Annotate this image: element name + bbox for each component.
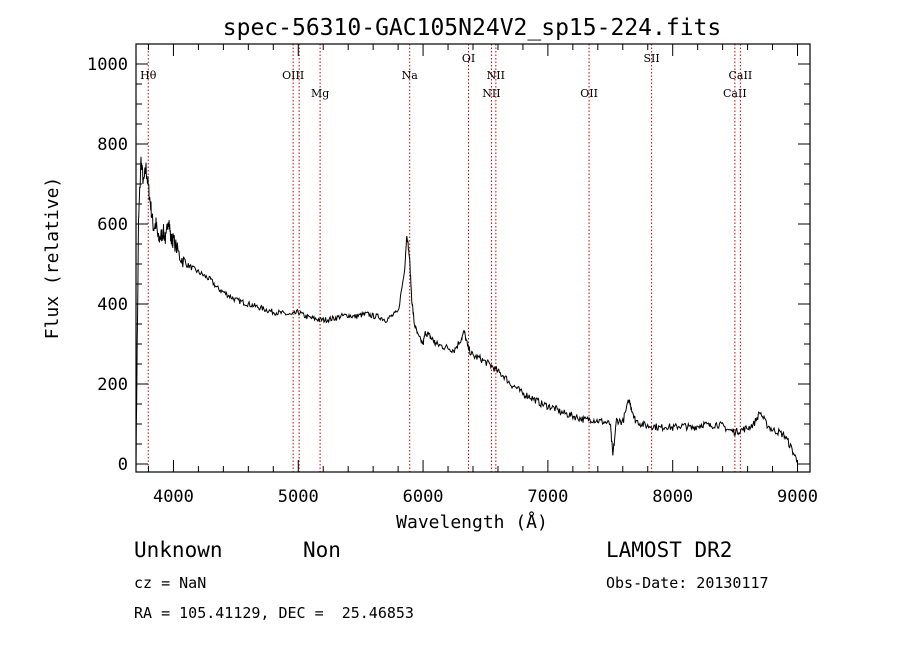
line-label-3: Mg <box>311 87 329 100</box>
line-label-8: OII <box>580 87 598 100</box>
object-class: Unknown <box>134 538 223 562</box>
line-label-9: SII <box>643 52 659 65</box>
y-axis-label: Flux (relative) <box>42 177 63 340</box>
x-tick-label-3: 7000 <box>527 487 568 507</box>
y-tick-label-4: 800 <box>97 135 128 155</box>
x-tick-label-0: 4000 <box>153 487 194 507</box>
survey-name: LAMOST DR2 <box>606 538 733 562</box>
chart-title: spec-56310-GAC105N24V2_sp15-224.fits <box>223 15 722 41</box>
y-tick-label-3: 600 <box>97 215 128 235</box>
x-axis: 4000 5000 6000 7000 8000 9000 <box>147 44 818 507</box>
emission-lines-layer: Hθ OIII Mg Na OI NII NII OII SII CaII CaII <box>140 44 752 472</box>
line-label-7: NII <box>487 69 505 82</box>
x-tick-label-1: 5000 <box>278 487 319 507</box>
obs-date-text: Obs-Date: 20130117 <box>606 574 769 592</box>
y-tick-label-5: 1000 <box>87 55 128 75</box>
y-tick-label-2: 400 <box>97 295 128 315</box>
y-tick-label-0: 0 <box>118 455 128 475</box>
spectrum-line <box>135 156 798 471</box>
y-tick-label-1: 200 <box>97 375 128 395</box>
x-tick-label-2: 6000 <box>403 487 444 507</box>
redshift-text: cz = NaN <box>134 574 207 592</box>
line-label-10: CaII <box>723 87 747 100</box>
line-label-1: OIII <box>282 69 304 82</box>
spectrum-chart: spec-56310-GAC105N24V2_sp15-224.fits Hθ O… <box>42 15 818 533</box>
x-tick-label-5: 9000 <box>777 487 818 507</box>
line-label-6: NII <box>482 87 500 100</box>
spectrum-layer <box>135 156 798 471</box>
x-tick-label-4: 8000 <box>652 487 693 507</box>
x-axis-label: Wavelength (Å) <box>396 511 548 533</box>
line-label-11: CaII <box>729 69 753 82</box>
plot-frame <box>135 43 811 473</box>
line-label-4: Na <box>402 69 419 82</box>
coordinates-text: RA = 105.41129, DEC = 25.46853 <box>134 604 414 622</box>
object-subclass: Non <box>303 538 341 562</box>
y-axis: 0 200 400 600 800 1000 <box>87 55 810 475</box>
line-label-0: Hθ <box>140 69 157 82</box>
line-label-5: OI <box>462 52 475 65</box>
